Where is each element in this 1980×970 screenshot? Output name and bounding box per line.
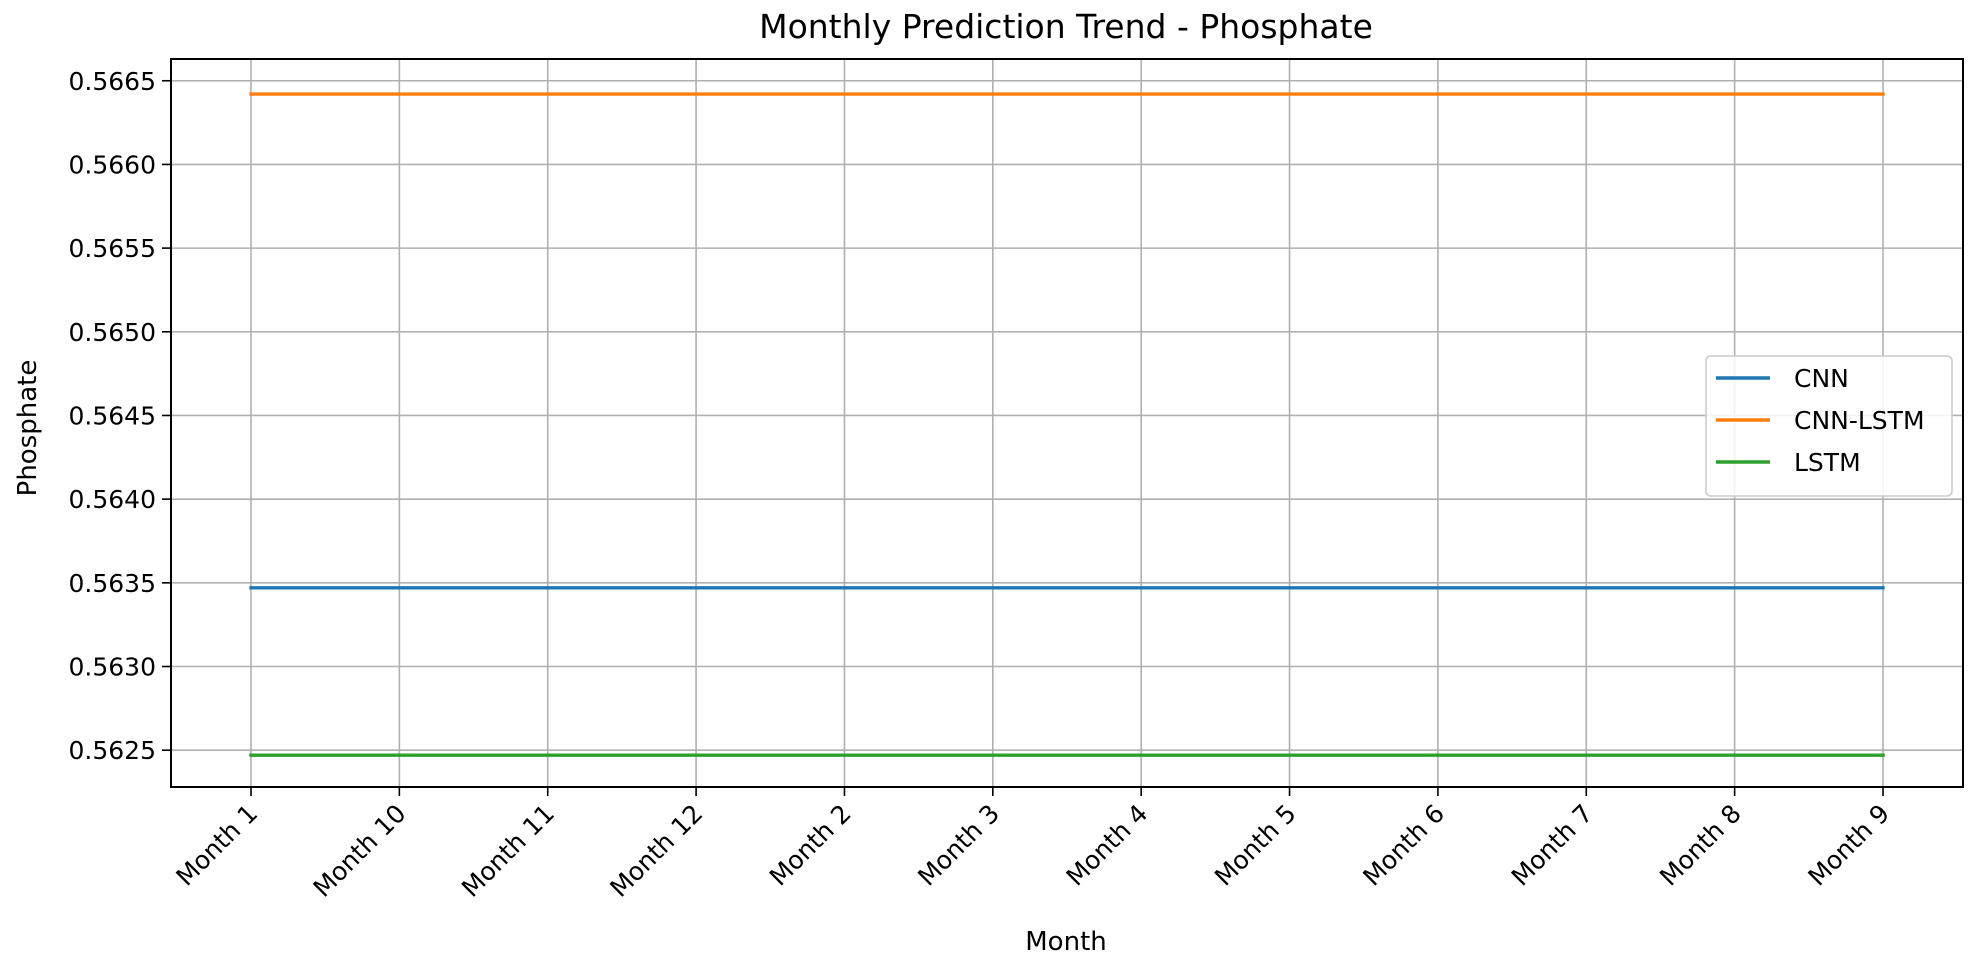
x-tick-label: Month 10 — [308, 799, 412, 903]
y-tick-label: 0.5665 — [69, 67, 156, 96]
grid — [171, 59, 1963, 787]
y-tick-label: 0.5640 — [69, 485, 156, 514]
x-tick-label: Month 2 — [764, 799, 857, 892]
y-tick-label: 0.5635 — [69, 569, 156, 598]
x-tick-label: Month 8 — [1654, 799, 1747, 892]
y-tick-label: 0.5655 — [69, 234, 156, 263]
x-tick-label: Month 9 — [1802, 799, 1895, 892]
legend-label: CNN — [1794, 364, 1849, 393]
y-tick-label: 0.5630 — [69, 653, 156, 682]
series-lines — [249, 92, 1885, 757]
x-tick-label: Month 3 — [912, 799, 1005, 892]
legend: CNN CNN-LSTM LSTM — [1705, 355, 1953, 497]
chart-title: Monthly Prediction Trend - Phosphate — [759, 7, 1373, 46]
x-tick-label: Month 6 — [1357, 799, 1450, 892]
y-axis-label: Phosphate — [13, 360, 43, 497]
legend-label: CNN-LSTM — [1794, 406, 1925, 435]
x-tick-label: Month 1 — [170, 799, 263, 892]
x-tick-label: Month 7 — [1506, 799, 1599, 892]
x-tick-label: Month 11 — [456, 799, 560, 903]
x-tick-label: Month 5 — [1209, 799, 1302, 892]
legend-label: LSTM — [1794, 448, 1861, 477]
x-tick-label: Month 12 — [604, 799, 708, 903]
y-tick-label: 0.5625 — [69, 736, 156, 765]
y-tick-label: 0.5660 — [69, 150, 156, 179]
x-tick-label: Month 4 — [1061, 799, 1154, 892]
plot-frame — [170, 58, 1964, 788]
y-tick-label: 0.5645 — [69, 401, 156, 430]
x-axis-label: Month — [1025, 927, 1107, 957]
y-tick-label: 0.5650 — [69, 318, 156, 347]
y-axis-ticks: 0.5625 0.5630 0.5635 0.5640 0.5645 0.5650 0.56… — [69, 67, 171, 765]
x-axis-ticks: Month 1 Month 10 Month 11 Month 12 Month 2 Mo… — [170, 787, 1895, 903]
